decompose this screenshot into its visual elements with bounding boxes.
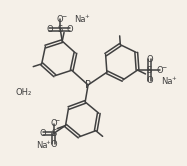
Text: Na: Na <box>74 15 85 24</box>
Text: S: S <box>58 25 63 34</box>
Text: O: O <box>146 76 153 85</box>
Text: +: + <box>171 76 176 82</box>
Text: O: O <box>46 25 53 34</box>
Text: OH₂: OH₂ <box>15 88 31 97</box>
Text: −: − <box>61 14 66 19</box>
Text: O: O <box>67 25 73 34</box>
Text: O: O <box>50 119 57 128</box>
Text: O: O <box>50 140 57 149</box>
Text: −: − <box>161 64 166 69</box>
Text: −: − <box>55 118 60 123</box>
Text: +: + <box>84 14 89 19</box>
Text: S: S <box>51 129 56 138</box>
Text: Na: Na <box>36 141 47 150</box>
Text: O: O <box>146 55 153 64</box>
Text: O: O <box>40 129 46 138</box>
Text: +: + <box>46 140 51 145</box>
Text: O: O <box>57 15 64 24</box>
Text: S: S <box>147 66 152 75</box>
Text: O: O <box>157 66 163 75</box>
Text: Na: Na <box>161 77 173 86</box>
Text: P: P <box>85 80 91 90</box>
